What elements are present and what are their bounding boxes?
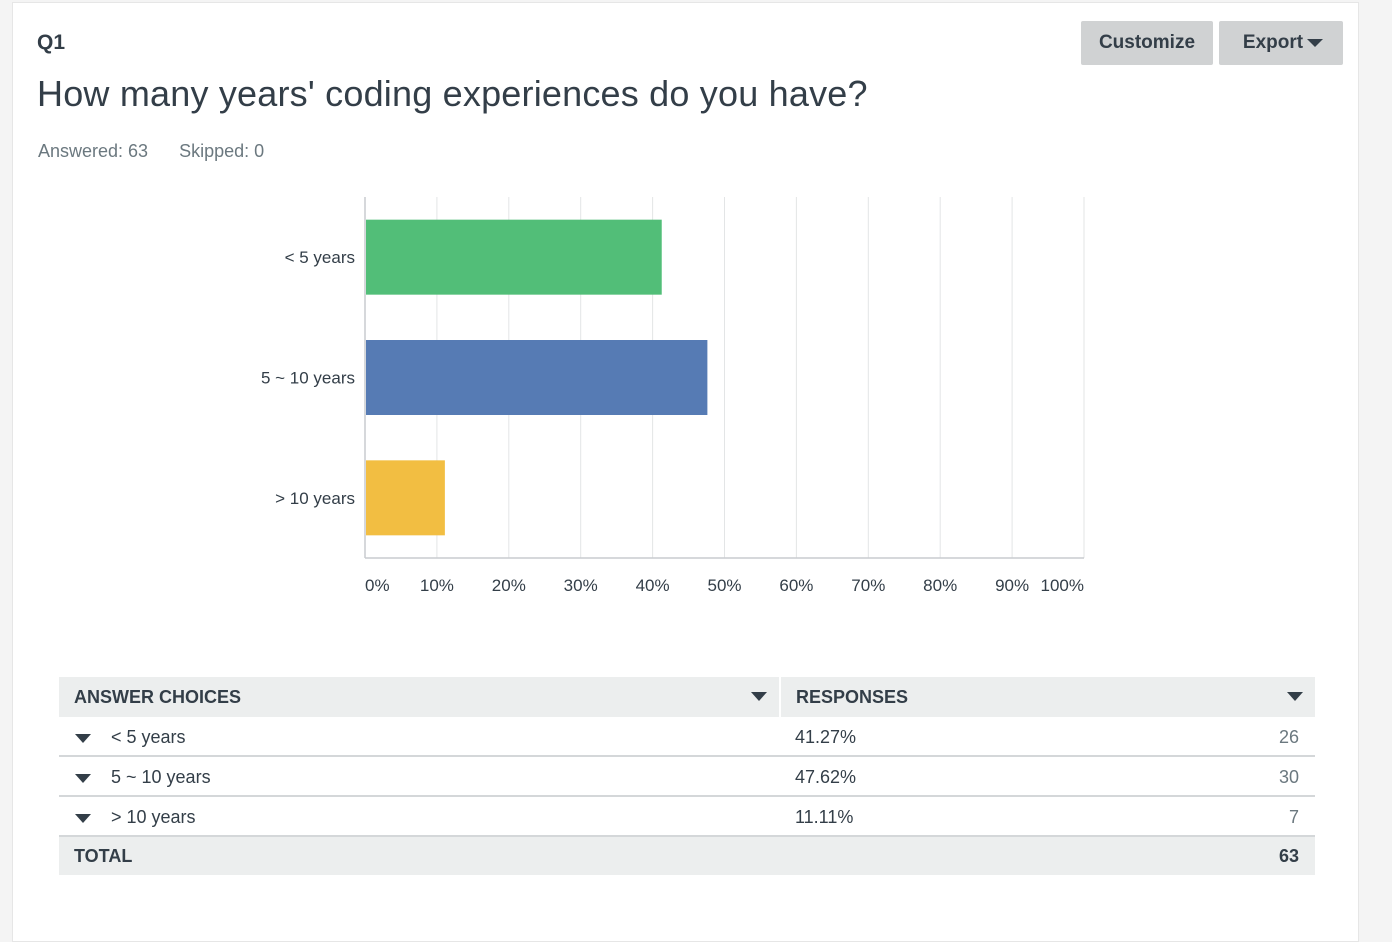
question-card: Q1 Customize Export How many years' codi…: [12, 2, 1359, 942]
x-tick-label: 80%: [923, 576, 957, 595]
x-tick-label: 90%: [995, 576, 1029, 595]
total-row: TOTAL 63: [59, 837, 1315, 875]
table-row: < 5 years 41.27% 26: [59, 717, 1315, 757]
x-tick-label: 0%: [365, 576, 390, 595]
category-label: 5 ~ 10 years: [261, 369, 355, 388]
header-responses[interactable]: RESPONSES: [796, 687, 909, 707]
expand-row-icon[interactable]: [75, 734, 91, 743]
x-tick-label: 30%: [564, 576, 598, 595]
question-title: How many years' coding experiences do yo…: [37, 73, 868, 114]
response-percent: 11.11%: [795, 807, 854, 827]
bar[interactable]: [366, 219, 662, 295]
x-tick-label: 50%: [707, 576, 741, 595]
table-row: > 10 years 11.11% 7: [59, 797, 1315, 837]
total-label: TOTAL: [74, 846, 133, 866]
response-stats: Answered: 63 Skipped: 0: [38, 141, 290, 162]
choice-label: 5 ~ 10 years: [111, 767, 211, 787]
total-count: 63: [1278, 846, 1299, 866]
sort-choices-icon[interactable]: [751, 692, 767, 701]
x-tick-label: 70%: [851, 576, 885, 595]
bar[interactable]: [366, 340, 708, 415]
header-divider: [779, 677, 781, 717]
bar[interactable]: [366, 460, 445, 536]
table-row: 5 ~ 10 years 47.62% 30: [59, 757, 1315, 797]
answer-table: ANSWER CHOICES RESPONSES < 5 years 41.27…: [59, 677, 1315, 875]
category-label: > 10 years: [275, 489, 355, 508]
x-tick-label: 40%: [636, 576, 670, 595]
answered-count: Answered: 63: [38, 141, 149, 161]
x-tick-label: 20%: [492, 576, 526, 595]
expand-row-icon[interactable]: [75, 774, 91, 783]
response-count: 26: [1278, 727, 1299, 747]
chevron-down-icon: [1307, 39, 1323, 47]
customize-button[interactable]: Customize: [1081, 21, 1213, 65]
x-tick-label: 10%: [420, 576, 454, 595]
response-count: 30: [1278, 767, 1299, 787]
x-tick-label: 100%: [1041, 576, 1084, 595]
category-label: < 5 years: [285, 248, 355, 267]
skipped-count: Skipped: 0: [179, 141, 265, 161]
choice-label: < 5 years: [111, 727, 186, 747]
response-percent: 41.27%: [795, 727, 857, 747]
response-percent: 47.62%: [795, 767, 857, 787]
response-count: 7: [1288, 807, 1299, 827]
bar-chart: 0% 10% 20% 30% 40% 50% 60% 70% 80% 90% 100% < 5 yea…: [261, 197, 1085, 595]
export-label: Export: [1242, 32, 1304, 53]
choice-label: > 10 years: [111, 807, 196, 827]
header-answer-choices[interactable]: ANSWER CHOICES: [74, 687, 242, 707]
x-tick-label: 60%: [779, 576, 813, 595]
question-number: Q1: [37, 31, 66, 54]
table-header: ANSWER CHOICES RESPONSES: [59, 677, 1315, 717]
sort-responses-icon[interactable]: [1287, 692, 1303, 701]
expand-row-icon[interactable]: [75, 814, 91, 823]
export-button[interactable]: Export: [1219, 21, 1343, 65]
